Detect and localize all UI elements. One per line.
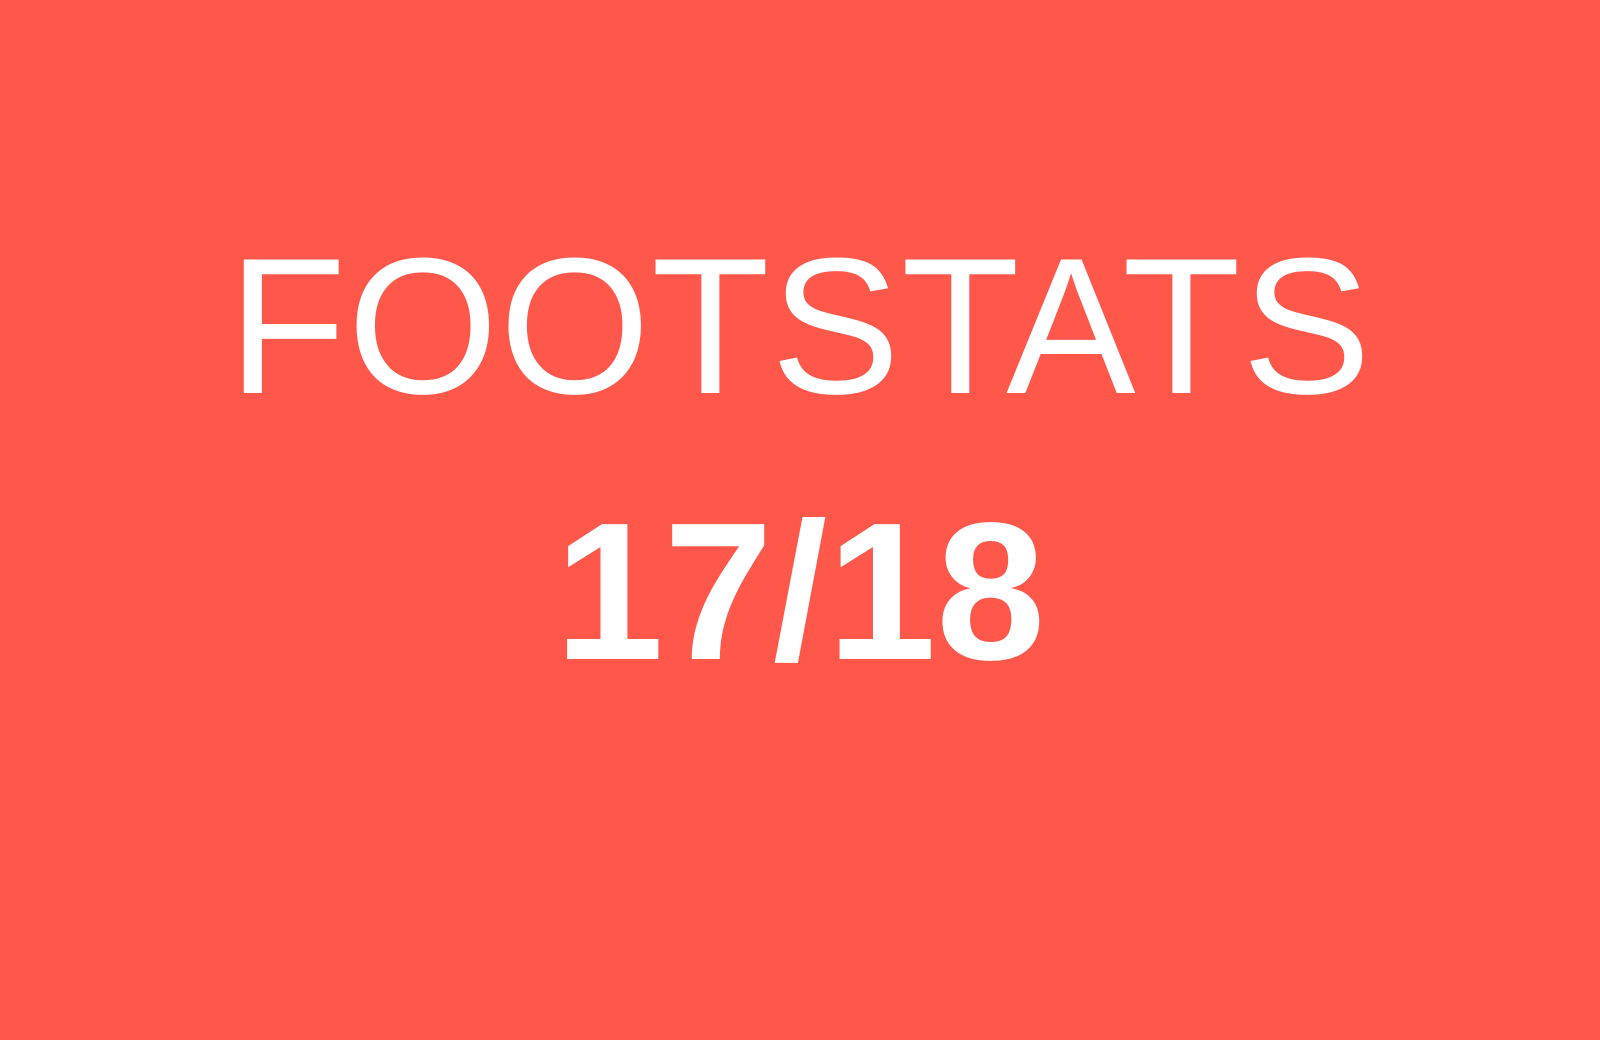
season-label: 17/18	[554, 482, 1046, 701]
hero-title: FOOTSTATS	[227, 218, 1373, 435]
